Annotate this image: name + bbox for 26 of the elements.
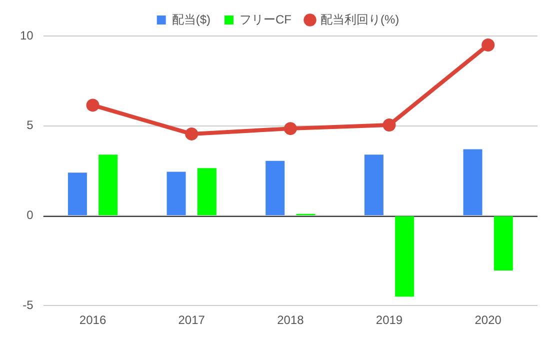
bar <box>197 168 216 216</box>
x-tick-label: 2019 <box>376 313 403 328</box>
x-tick-label: 2018 <box>277 313 304 328</box>
bar <box>494 216 513 271</box>
bar <box>266 160 285 216</box>
legend-label: フリーCF <box>240 12 292 26</box>
y-tick-label: -5 <box>22 298 34 312</box>
bar <box>395 216 414 297</box>
point <box>482 38 495 52</box>
bar <box>98 154 118 216</box>
legend-label: 配当($) <box>172 12 211 26</box>
point <box>284 122 297 136</box>
legend-label: 配当利回り(%) <box>320 12 400 26</box>
bar <box>364 154 384 216</box>
y-tick-label: 5 <box>26 118 34 132</box>
x-tick-label: 2016 <box>79 313 106 328</box>
point <box>185 127 198 140</box>
point <box>86 98 100 112</box>
bar <box>463 149 482 216</box>
y-tick-label: 10 <box>20 28 34 42</box>
point <box>382 118 396 132</box>
x-tick-label: 2020 <box>474 313 502 328</box>
y-tick-label: 0 <box>26 208 34 222</box>
bar <box>68 172 87 216</box>
x-tick-label: 2017 <box>178 313 206 328</box>
bar <box>166 172 186 216</box>
